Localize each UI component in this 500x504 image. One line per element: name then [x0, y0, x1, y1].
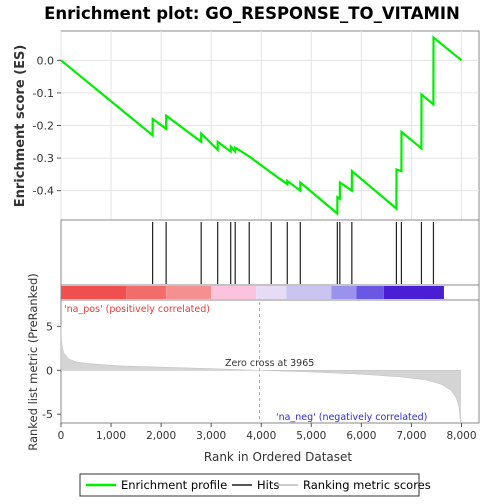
ranking-bar-segment [383, 286, 444, 299]
x-tick-label: 6,000 [346, 430, 376, 442]
positive-correlation-label: 'na_pos' (positively correlated) [64, 304, 210, 315]
ranking-bar-segment [61, 286, 127, 299]
legend-label: Hits [257, 478, 279, 492]
metric-y-axis-label: Ranked list metric (PreRanked) [26, 273, 40, 451]
es-y-tick-label: -0.3 [33, 152, 54, 165]
x-tick-label: 8,000 [446, 430, 476, 442]
legend: Enrichment profile Hits Ranking metric sco… [86, 478, 431, 492]
x-tick-label: 0 [58, 430, 65, 442]
legend-label: Enrichment profile [121, 478, 227, 492]
es-y-tick-label: 0.0 [37, 54, 55, 67]
metric-y-tick-label: 5 [46, 320, 53, 333]
legend-label: Ranking metric scores [303, 478, 431, 492]
x-tick-label: 7,000 [396, 430, 426, 442]
ranking-color-bar [61, 286, 444, 299]
ranking-bar-segment [256, 286, 287, 299]
metric-y-tick-label: -5 [42, 408, 53, 421]
metric-y-tick-label: 0 [46, 364, 53, 377]
x-tick-label: 1,000 [96, 430, 126, 442]
es-y-tick-label: -0.2 [33, 120, 54, 133]
hits-panel-frame [60, 219, 480, 286]
metric-y-axis-ticks: 5 0 -5 [42, 320, 61, 421]
hits-markers [152, 222, 435, 284]
x-axis-label: Rank in Ordered Dataset [204, 450, 352, 464]
x-tick-label: 2,000 [146, 430, 176, 442]
ranking-bar-segment [356, 286, 384, 299]
ranking-bar-segment [331, 286, 357, 299]
es-gridlines [60, 31, 479, 220]
enrichment-profile-line [60, 35, 463, 216]
es-y-tick-label: -0.4 [33, 185, 54, 198]
x-tick-label: 4,000 [246, 430, 276, 442]
es-y-tick-label: -0.1 [33, 87, 54, 100]
es-y-axis-label: Enrichment score (ES) [13, 45, 28, 208]
metric-panel-frame [60, 299, 480, 424]
zero-cross-label: Zero cross at 3965 [225, 358, 314, 369]
ranking-bar-segment [286, 286, 332, 299]
x-tick-label: 3,000 [196, 430, 226, 442]
ranking-bar-segment [211, 286, 257, 299]
negative-correlation-label: 'na_neg' (negatively correlated) [276, 412, 427, 423]
es-y-axis-ticks: 0.0 -0.1 -0.2 -0.3 -0.4 [33, 54, 61, 198]
ranking-bar-segment [166, 286, 212, 299]
x-tick-label: 5,000 [296, 430, 326, 442]
chart-title: Enrichment plot: GO_RESPONSE_TO_VITAMIN [44, 4, 460, 23]
x-axis-ticks: 0 1,000 2,000 3,000 4,000 5,000 6,000 7,000 8,00… [58, 423, 477, 442]
ranking-bar-segment [126, 286, 167, 299]
